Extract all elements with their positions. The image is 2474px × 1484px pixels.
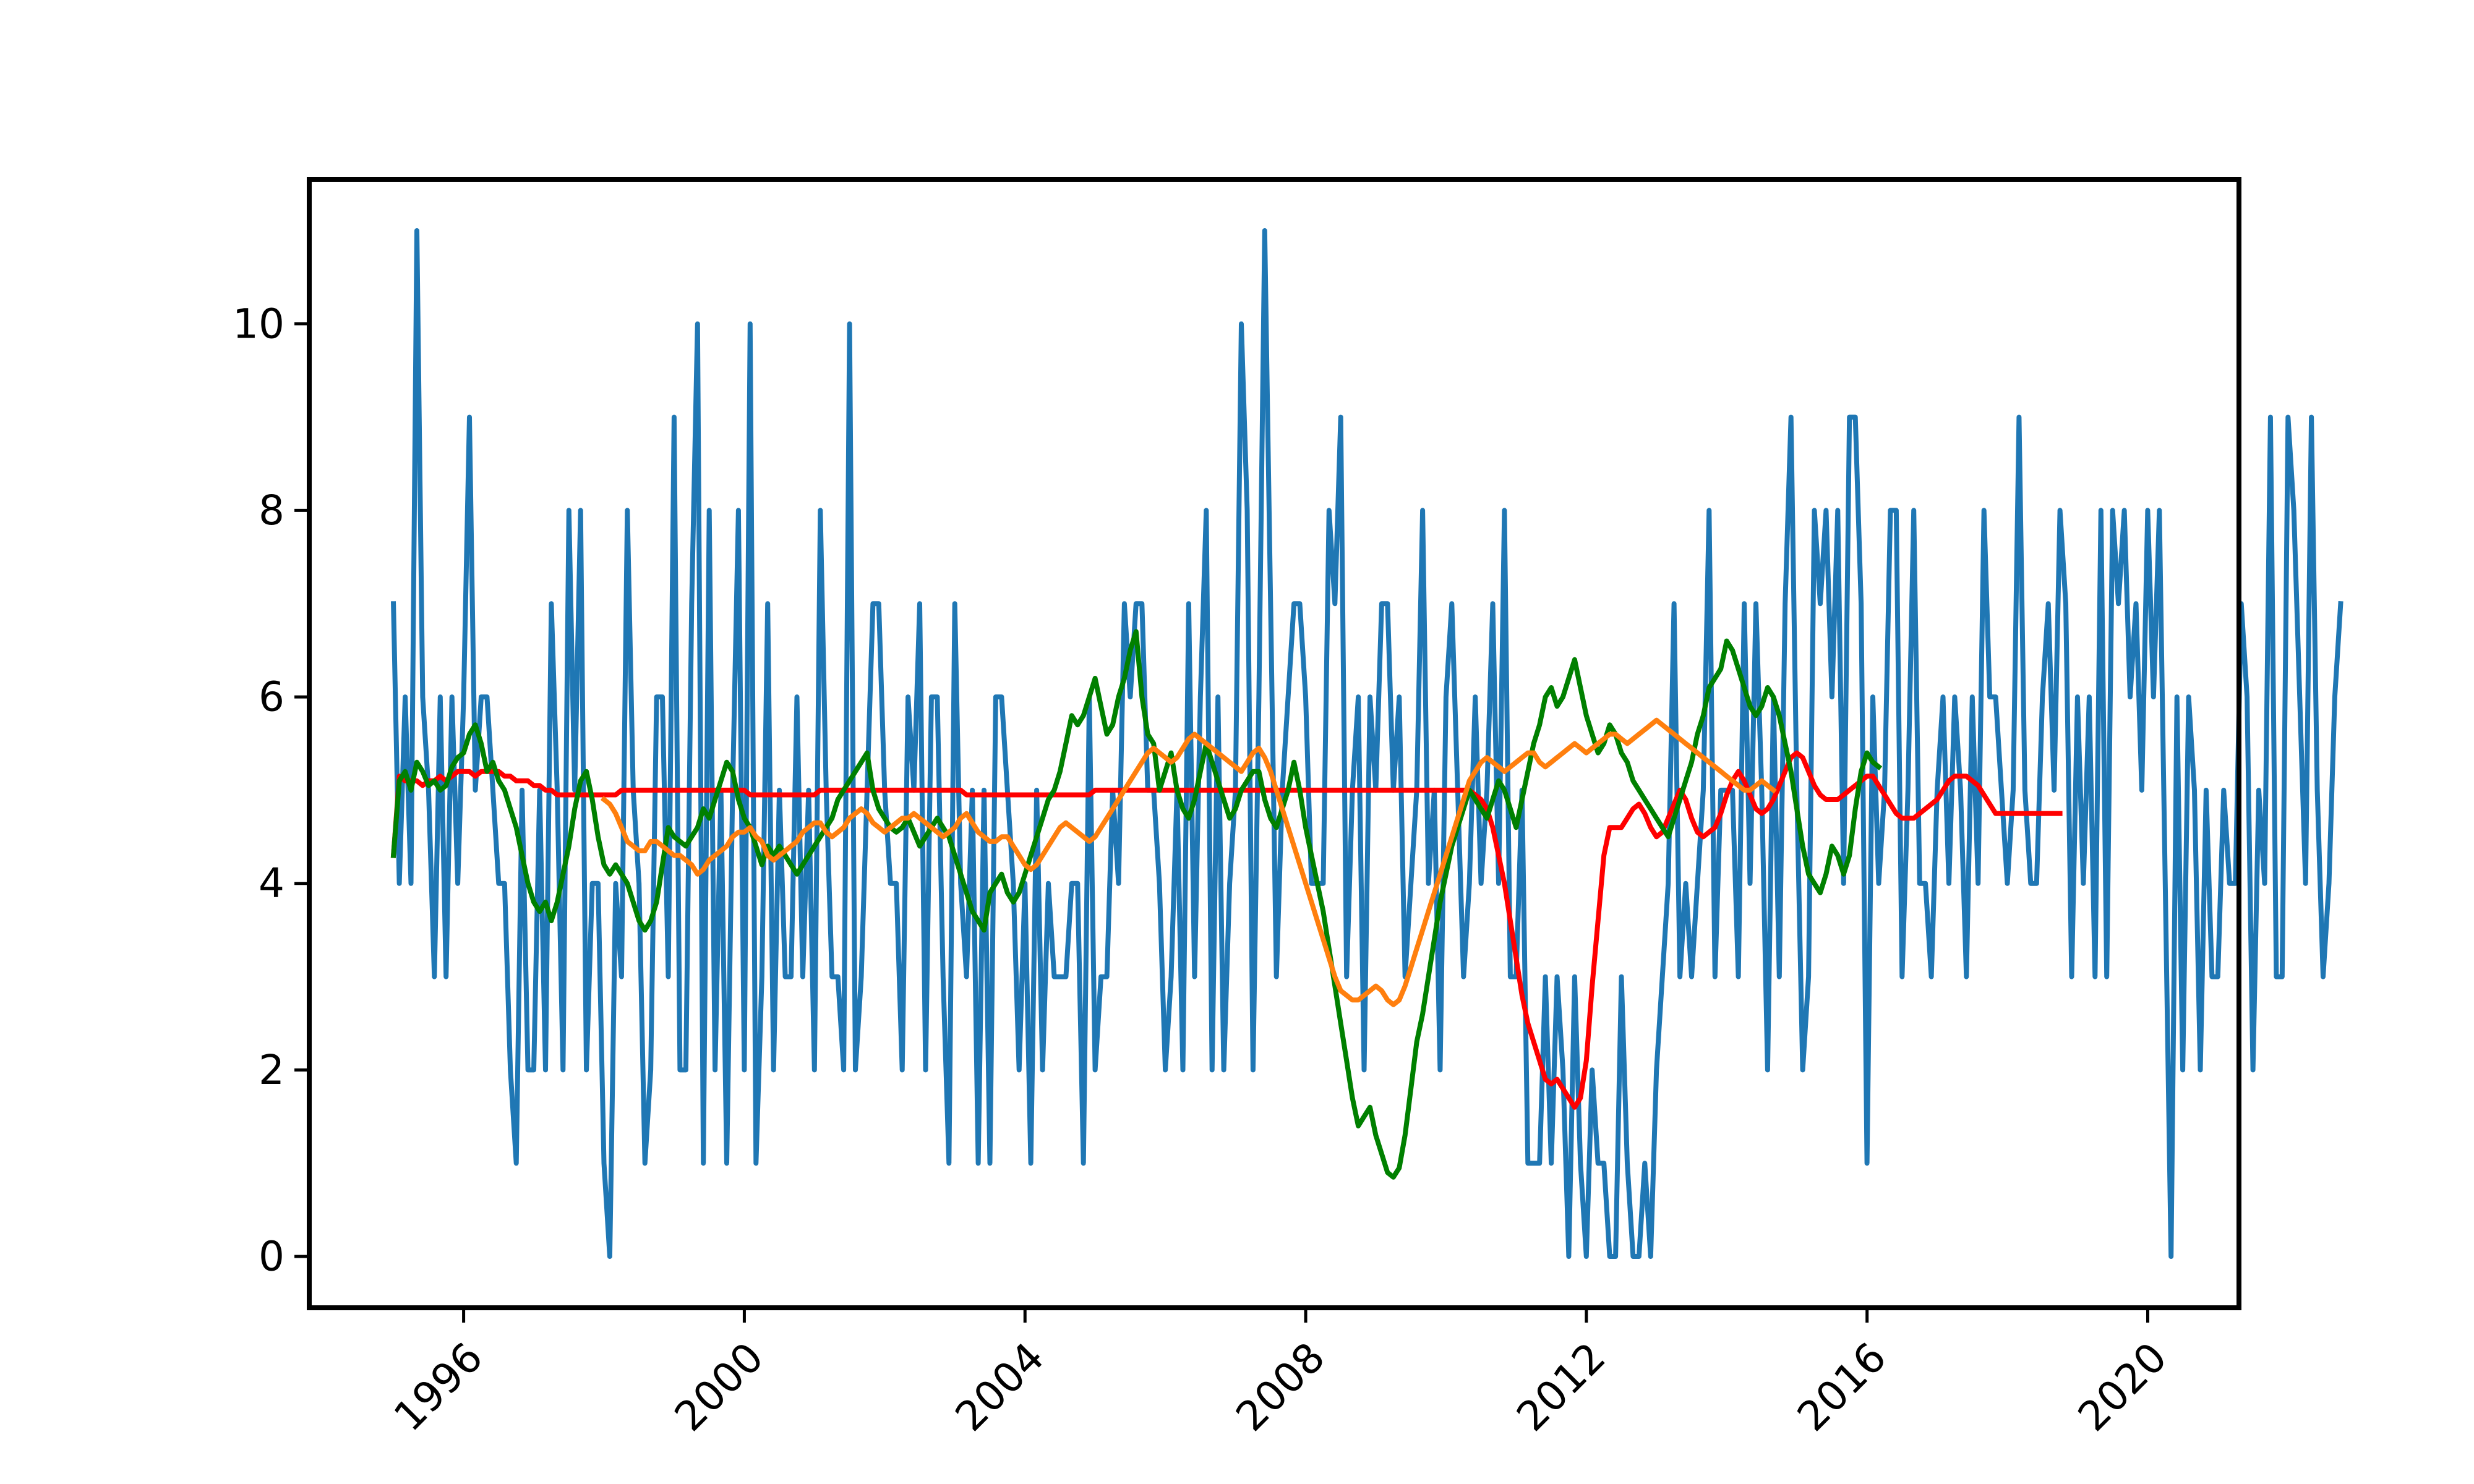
- series-layer: [390, 228, 2343, 1259]
- series-line-4: [600, 717, 1777, 1007]
- y-tick-label: 4: [259, 859, 285, 907]
- y-axis: 0 2 4 6 8 10: [233, 300, 309, 1281]
- y-tick-label: 8: [259, 487, 285, 534]
- series-line-2: [390, 750, 2063, 1110]
- plot-frame: [307, 177, 2241, 1310]
- series-line-1: [391, 228, 2343, 1259]
- y-tick-label: 6: [259, 673, 285, 721]
- series-line-3: [390, 629, 1883, 1180]
- y-tick-label: 0: [259, 1233, 285, 1281]
- y-tick-label: 10: [233, 300, 285, 348]
- y-tick-label: 2: [259, 1046, 285, 1094]
